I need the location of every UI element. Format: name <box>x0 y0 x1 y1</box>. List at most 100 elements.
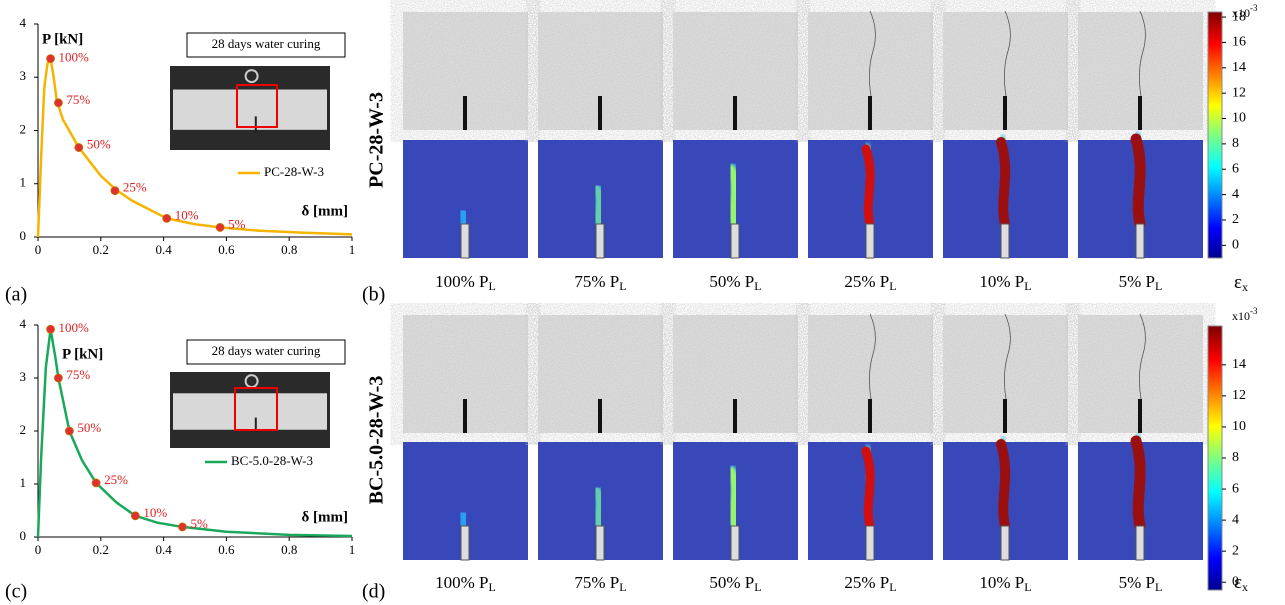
panel-label: (a) <box>5 284 27 306</box>
colorbar-tick-label: 10 <box>1232 419 1246 434</box>
symbol-main: ε <box>1234 272 1242 293</box>
notch <box>868 96 872 130</box>
multiplier-exponent: -3 <box>1250 3 1258 13</box>
load-point-label: 5% <box>190 516 208 531</box>
annotation: 28 days water curing <box>212 36 321 51</box>
colorbar-tick-label: 6 <box>1232 161 1239 176</box>
colorbar-tick-label: 12 <box>1232 388 1246 403</box>
load-level-label: 50% PL <box>709 573 761 594</box>
symbol-sub: x <box>1242 280 1248 294</box>
load-level-sub: L <box>489 580 496 594</box>
y-tick-label: 3 <box>20 369 27 384</box>
load-level-label: 10% PL <box>979 573 1031 594</box>
load-level-sub: L <box>1024 580 1031 594</box>
symbol-sub: x <box>1242 580 1248 594</box>
load-point-label: 25% <box>123 180 147 195</box>
strain-core <box>996 439 1011 531</box>
load-level-label: 25% PL <box>844 272 896 293</box>
notch-map <box>865 525 875 561</box>
colorbar <box>1207 11 1223 259</box>
notch <box>598 399 602 433</box>
load-level-sub: L <box>754 580 761 594</box>
notch-map <box>595 223 605 259</box>
load-point <box>91 478 101 488</box>
notch <box>1003 96 1007 130</box>
load-level-sub: L <box>1155 580 1162 594</box>
annotation: 28 days water curing <box>212 343 321 358</box>
colorbar-tick-label: 6 <box>1232 481 1239 496</box>
load-point-label: 100% <box>59 320 89 335</box>
panel-label: (d) <box>362 581 385 603</box>
strain-core <box>996 137 1011 229</box>
specimen-label: BC-5.0-28-W-3 <box>366 376 388 505</box>
load-point <box>74 143 84 152</box>
x-axis-label: δ [mm] <box>301 203 348 219</box>
crack <box>1139 10 1146 97</box>
strain-core <box>861 446 875 531</box>
colorbar-tick-label: 0 <box>1232 574 1239 589</box>
load-point <box>178 522 187 532</box>
x-tick-label: 1 <box>349 542 356 557</box>
notch-map <box>460 223 470 259</box>
strain-glow <box>454 507 473 533</box>
load-level-text: 5% P <box>1119 573 1155 592</box>
load-point <box>54 373 63 383</box>
load-point-label: 10% <box>175 207 199 222</box>
strain-mid <box>591 184 605 229</box>
crack <box>1004 313 1011 400</box>
load-point-label: 25% <box>104 472 128 487</box>
y-axis-label: P [kN] <box>62 346 103 362</box>
load-level-sub: L <box>489 279 496 293</box>
load-level-text: 10% P <box>979 573 1024 592</box>
x-tick-label: 0 <box>35 242 42 257</box>
notch <box>463 399 467 433</box>
load-point-label: 5% <box>228 216 246 231</box>
region-of-interest <box>236 84 278 128</box>
notch <box>733 96 737 130</box>
y-tick-label: 4 <box>20 316 27 331</box>
data-line <box>36 329 353 538</box>
load-level-label: 100% PL <box>435 272 496 293</box>
load-level-sub: L <box>1024 279 1031 293</box>
y-tick-label: 2 <box>20 422 27 437</box>
panel-label: (b) <box>362 284 385 306</box>
notch <box>1003 399 1007 433</box>
y-tick-label: 1 <box>20 175 27 190</box>
load-level-text: 10% P <box>979 272 1024 291</box>
load-level-label: 75% PL <box>574 272 626 293</box>
y-axis-label: P [kN] <box>42 31 83 47</box>
colorbar <box>1207 325 1223 591</box>
panel-label: (c) <box>5 581 27 603</box>
load-level-text: 75% P <box>574 272 619 291</box>
colorbar-tick-label: 12 <box>1232 85 1246 100</box>
notch <box>868 399 872 433</box>
y-tick-label: 4 <box>20 15 27 30</box>
notch-map <box>595 525 605 561</box>
notch-map <box>730 223 740 259</box>
x-tick-label: 0 <box>35 542 42 557</box>
multiplier-base: x10 <box>1232 309 1250 323</box>
colorbar-tick-label: 16 <box>1232 35 1246 50</box>
load-point <box>65 426 74 436</box>
region-of-interest <box>234 387 278 431</box>
crack <box>1139 313 1146 400</box>
x-tick-label: 0.6 <box>218 242 235 257</box>
load-level-text: 75% P <box>574 573 619 592</box>
strain-glow <box>454 205 473 231</box>
colorbar-tick-label: 8 <box>1232 450 1239 465</box>
specimen <box>173 89 327 130</box>
notch-map <box>1135 525 1145 561</box>
colorbar-symbol: εx <box>1234 572 1248 593</box>
x-tick-label: 0.4 <box>155 242 172 257</box>
colorbar-tick-label: 4 <box>1232 512 1239 527</box>
notch <box>1138 399 1142 433</box>
strain-core <box>1130 435 1146 532</box>
load-level-sub: L <box>754 279 761 293</box>
load-level-label: 5% PL <box>1119 573 1163 594</box>
load-point-label: 100% <box>59 50 89 65</box>
load-point-label: 50% <box>77 420 101 435</box>
notch-map <box>730 525 740 561</box>
load-point-label: 75% <box>66 367 90 382</box>
colorbar-multiplier: x10-3 <box>1232 306 1258 323</box>
